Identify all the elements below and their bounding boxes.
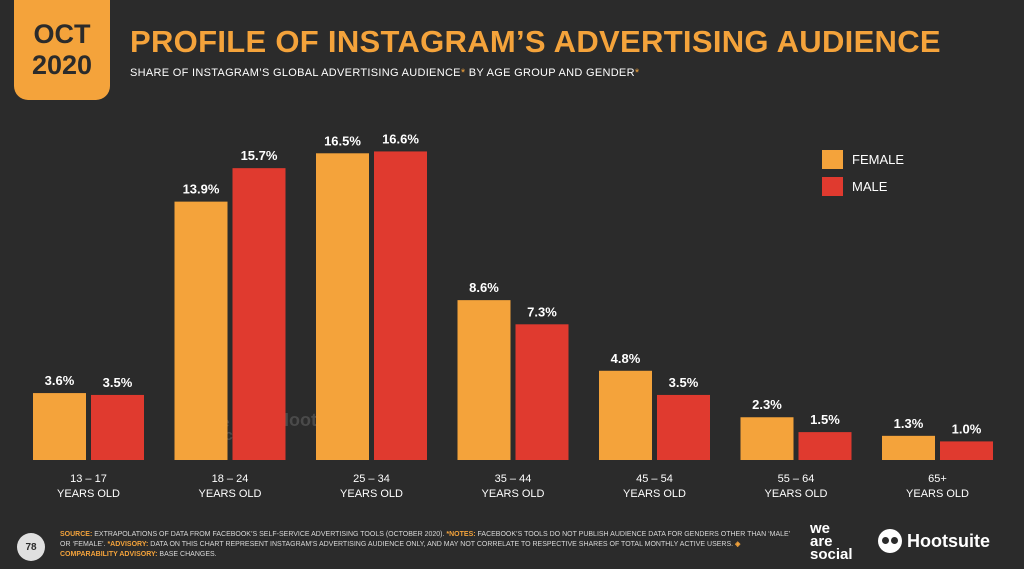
subtitle-asterisk-1: * [460,67,466,79]
legend-label-male: MALE [852,179,888,194]
page-subtitle: SHARE OF INSTAGRAM’S GLOBAL ADVERTISING … [130,67,639,79]
legend-swatch-female [822,150,843,169]
subtitle-asterisk-2: * [634,67,640,79]
bar-male-3 [515,324,569,460]
data-label-female-3: 8.6% [469,280,499,295]
notes-label: *NOTES: [444,531,476,538]
category-label-3-line-1: YEARS OLD [482,488,545,500]
category-label-1-line-0: 18 – 24 [212,473,249,485]
bar-male-4 [657,394,710,460]
data-label-male-6: 1.0% [952,421,982,436]
category-label-2-line-1: YEARS OLD [340,488,403,500]
bar-female-3 [457,300,511,460]
data-label-female-0: 3.6% [45,373,75,388]
bar-male-5 [798,432,852,460]
legend-item-female: FEMALE [822,146,904,173]
bar-male-0 [91,394,144,460]
date-month: OCT [33,19,91,49]
logo-we: we [810,520,831,537]
hootsuite-logo: Hootsuite [878,529,990,553]
chart-legend: FEMALE MALE [822,146,904,200]
advisory-text: DATA ON THIS CHART REPRESENT INSTAGRAM’S… [148,541,734,548]
data-label-male-4: 3.5% [669,375,699,390]
page-title: PROFILE OF INSTAGRAM’S ADVERTISING AUDIE… [130,24,941,59]
source-text: EXTRAPOLATIONS OF DATA FROM FACEBOOK’S S… [92,531,445,538]
bar-female-6 [882,435,935,460]
date-badge: OCT 2020 [14,0,110,100]
category-label-4-line-0: 45 – 54 [636,473,673,485]
notes-text: FACEBOOK’S TOOLS DO NOT PUBLISH AUDIENCE… [60,531,790,548]
category-label-2-line-0: 25 – 34 [353,473,390,485]
logo-social: social [810,546,853,563]
comparability-text: BASE CHANGES. [157,551,217,558]
data-label-female-2: 16.5% [324,133,361,148]
subtitle-part-1: SHARE OF INSTAGRAM’S GLOBAL ADVERTISING … [130,67,461,79]
we-are-social-logo: we are social [810,520,853,563]
page-number: 78 [17,533,45,561]
data-label-female-4: 4.8% [611,351,641,366]
category-label-5-line-1: YEARS OLD [765,488,828,500]
data-label-female-1: 13.9% [183,182,220,197]
data-label-female-6: 1.3% [894,416,924,431]
data-label-male-3: 7.3% [527,304,557,319]
data-label-male-2: 16.6% [382,131,419,146]
category-label-1-line-1: YEARS OLD [199,488,262,500]
category-label-3-line-0: 35 – 44 [495,473,532,485]
comparability-label: ◈ COMPARABILITY ADVISORY: [60,541,741,558]
category-label-6-line-1: YEARS OLD [906,488,969,500]
date-year: 2020 [31,50,93,80]
data-label-male-0: 3.5% [103,375,133,390]
bar-female-1 [174,201,228,460]
owl-icon [878,529,902,553]
bar-male-6 [940,441,993,460]
bar-female-0 [33,393,86,460]
bar-female-5 [740,417,794,460]
category-label-4-line-1: YEARS OLD [623,488,686,500]
legend-item-male: MALE [822,173,904,200]
bar-female-4 [599,370,652,460]
bar-female-2 [316,153,369,460]
subtitle-part-2: BY AGE GROUP AND GENDER [465,67,635,79]
bar-male-1 [232,168,286,460]
category-label-5-line-0: 55 – 64 [778,473,815,485]
legend-swatch-male [822,177,843,196]
advisory-label: *ADVISORY: [105,541,149,548]
footer-notes: SOURCE: EXTRAPOLATIONS OF DATA FROM FACE… [60,530,800,560]
legend-label-female: FEMALE [852,152,905,167]
category-label-6-line-0: 65+ [928,473,947,485]
data-label-male-1: 15.7% [241,148,278,163]
logo-are: are [810,533,833,550]
category-label-0-line-0: 13 – 17 [70,473,107,485]
bar-male-2 [374,151,427,460]
category-label-0-line-1: YEARS OLD [57,488,120,500]
data-label-female-5: 2.3% [752,397,782,412]
source-label: SOURCE: [60,531,93,538]
data-label-male-5: 1.5% [810,412,840,427]
hootsuite-logo-text: Hootsuite [907,530,990,551]
